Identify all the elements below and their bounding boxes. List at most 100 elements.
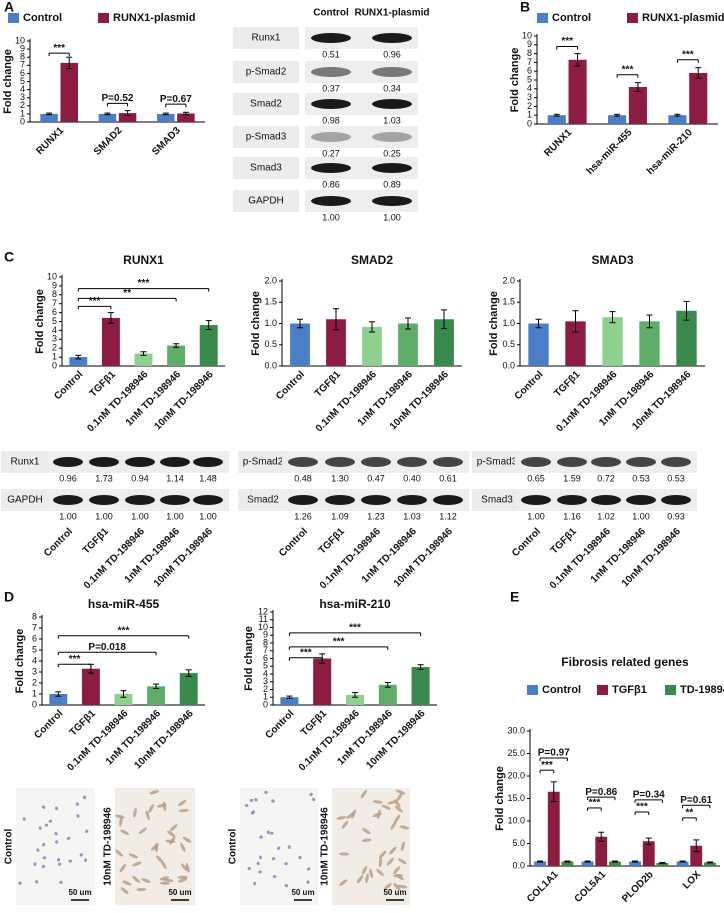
cell (156, 803, 167, 808)
cell (336, 816, 347, 820)
cell (55, 806, 59, 811)
bar (157, 113, 175, 122)
legend-label: Control (23, 12, 62, 24)
x-tick-label: Control (32, 708, 65, 741)
annotation: ** (123, 288, 131, 299)
cell (271, 857, 276, 861)
blot-band (193, 457, 223, 467)
y-tick-label: 3 (32, 666, 37, 676)
cell (394, 814, 401, 824)
cell (386, 857, 394, 866)
annotation: P=0.86 (585, 787, 617, 798)
cell (284, 884, 289, 888)
bar (534, 861, 547, 866)
cell (76, 814, 80, 818)
legend-label: RUNX1-plasmid (642, 12, 724, 24)
blot-label-box (1, 451, 49, 473)
bar (628, 87, 647, 124)
scale-bar-label: 50 um (291, 888, 314, 897)
scale-bar-label: 50 um (168, 888, 191, 897)
y-tick-label: 9 (527, 39, 532, 49)
y-tick-label: 1 (527, 110, 532, 120)
blot-value: 1.30 (331, 473, 349, 483)
y-tick-label: 12 (258, 606, 268, 616)
blot-value: 0.94 (131, 473, 149, 483)
blot-value: 1.02 (597, 511, 615, 521)
blot-label-box (233, 157, 299, 179)
cell (378, 857, 383, 868)
blot-band (325, 495, 355, 505)
micrograph-label: Control (4, 829, 15, 865)
blot-row-label: p-Smad2 (243, 457, 284, 468)
cell (167, 830, 176, 838)
x-tick-label: SMAD3 (150, 125, 183, 158)
blot-value: 0.25 (383, 148, 401, 158)
y-tick-label: 4 (52, 325, 57, 335)
blot-band (89, 457, 119, 467)
bar (49, 694, 68, 705)
blot-value: 0.72 (597, 473, 615, 483)
bar (703, 862, 716, 866)
cell (339, 852, 350, 856)
bar (676, 861, 689, 866)
x-tick-label: TGFβ1 (68, 708, 98, 738)
cell (120, 887, 129, 895)
legend-swatch (665, 685, 676, 695)
bar (434, 319, 454, 366)
panel-label: A (4, 0, 14, 15)
blot-column-label: Control (42, 526, 75, 559)
cell (68, 859, 73, 863)
bar (568, 59, 587, 125)
annotation: ** (686, 807, 694, 818)
cell (356, 875, 364, 884)
bar (199, 325, 218, 366)
cell (75, 802, 79, 806)
blot-value: 0.93 (667, 511, 685, 521)
cell (177, 799, 187, 807)
cell (277, 846, 281, 850)
bar (177, 113, 195, 122)
blot-value: 0.65 (527, 473, 545, 483)
y-tick-label: 0.0 (502, 360, 515, 370)
blot-value: 0.40 (403, 473, 421, 483)
blot-band (125, 495, 155, 505)
x-tick-label: Control (513, 369, 546, 402)
bar (398, 323, 418, 366)
cell (159, 876, 170, 881)
blot-band (591, 495, 621, 505)
blot-band (626, 495, 656, 505)
x-tick-label: hsa-miR-210 (645, 127, 695, 177)
cell (122, 880, 132, 886)
y-tick-label: 3 (263, 676, 268, 686)
cell (38, 826, 42, 830)
blot-value: 1.00 (527, 511, 545, 521)
y-tick-label: 4 (263, 668, 268, 678)
y-tick-label: 8 (32, 611, 37, 621)
cell (48, 819, 53, 823)
annotation: *** (53, 43, 65, 54)
y-tick-label: 2 (527, 101, 532, 111)
bar (101, 317, 120, 366)
y-tick-label: 9 (52, 280, 57, 290)
y-axis-label: Fold change (14, 629, 26, 694)
cell (33, 862, 37, 867)
bar (668, 115, 687, 124)
blot-strip (305, 27, 418, 49)
y-tick-label: 4 (32, 655, 37, 665)
bar (114, 694, 133, 705)
legend-label: RUNX1-plasmid (113, 12, 196, 24)
y-tick-label: 10 (47, 271, 57, 281)
cell (393, 866, 401, 875)
blot-band (433, 457, 463, 467)
blot-column-label: 0.1nM TD-198946 (318, 526, 383, 591)
cell (269, 831, 274, 835)
cell (309, 792, 313, 797)
y-tick-label: 0 (527, 118, 532, 128)
cell (182, 836, 192, 843)
x-tick-label: RUNX1 (34, 125, 66, 157)
annotation: P=0.97 (538, 748, 570, 759)
y-tick-label: 2.0 (264, 275, 277, 285)
blot-band (557, 457, 587, 467)
cell (160, 860, 167, 870)
cell (35, 879, 39, 884)
